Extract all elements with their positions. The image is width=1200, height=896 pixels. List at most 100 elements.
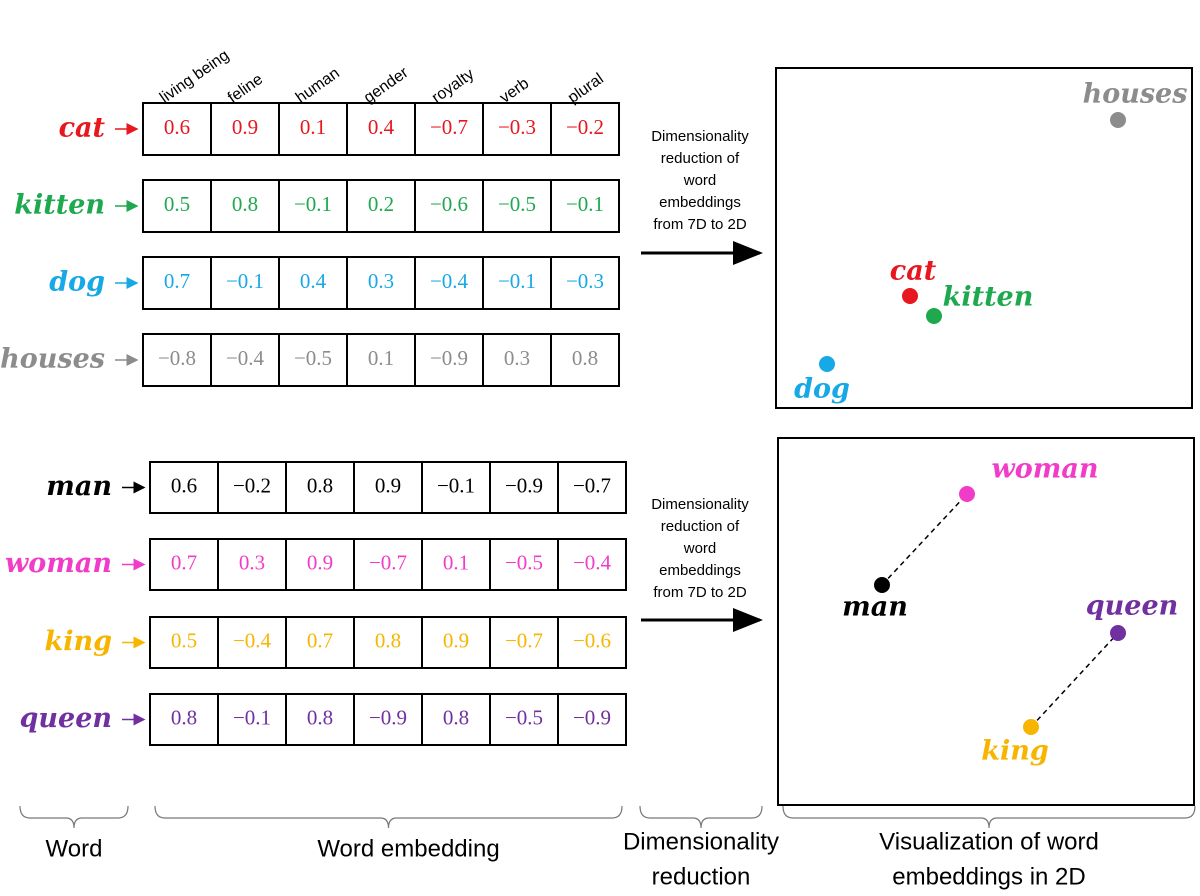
point-label: cat [890, 256, 937, 287]
embedding-value: 0.9 [232, 115, 258, 139]
word-point [1110, 625, 1126, 641]
embedding-value: −0.3 [566, 269, 604, 293]
relation-line [1030, 632, 1119, 728]
embedding-value: −0.9 [573, 705, 611, 729]
embedding-value: −0.4 [573, 550, 612, 574]
brace [19, 805, 129, 829]
dimension-header: plural [565, 70, 607, 106]
point-label: dog [794, 374, 850, 405]
word-point [874, 577, 890, 593]
point-label: king [981, 736, 1048, 767]
point-label: queen [1086, 591, 1179, 622]
embedding-value: 0.2 [368, 192, 394, 216]
embedding-value: 0.4 [368, 115, 395, 139]
dimension-header: gender [361, 64, 412, 107]
plot-box [777, 437, 1195, 806]
embedding-cell [557, 538, 627, 591]
word-point [959, 486, 975, 502]
embedding-value: 0.3 [368, 269, 394, 293]
embedding-value: 0.1 [300, 115, 326, 139]
word: king [45, 626, 112, 657]
embedding-value: 0.8 [572, 346, 598, 370]
footer-label: reduction [652, 863, 751, 890]
embedding-value: −0.3 [498, 115, 536, 139]
embedding-value: −0.5 [294, 346, 332, 370]
embedding-value: −0.1 [498, 269, 536, 293]
embedding-value: −0.7 [430, 115, 468, 139]
embedding-value: −0.9 [505, 473, 543, 497]
plot-box [775, 67, 1193, 409]
embedding-value: 0.4 [300, 269, 327, 293]
brace [782, 805, 1196, 829]
embedding-value: 0.8 [232, 192, 258, 216]
embedding-value: −0.2 [566, 115, 604, 139]
dimension-header: royalty [429, 66, 477, 107]
embedding-value: 0.9 [443, 628, 469, 652]
embedding-value: 0.7 [307, 628, 333, 652]
embedding-value: 0.1 [443, 550, 469, 574]
word-point [819, 356, 835, 372]
word: houses [0, 344, 105, 375]
footer-label: Word embedding [317, 835, 499, 862]
brace [154, 805, 623, 829]
embedding-cell [550, 102, 620, 156]
word-point [902, 288, 918, 304]
point-label: houses [1083, 79, 1188, 110]
embedding-value: 0.9 [307, 550, 333, 574]
embedding-value: 0.7 [171, 550, 197, 574]
embedding-cell [557, 461, 627, 514]
word-point [926, 308, 942, 324]
relation-line [881, 493, 968, 586]
word: dog [49, 267, 105, 298]
word: cat [59, 113, 106, 144]
embedding-value: 0.6 [164, 115, 190, 139]
word: kitten [14, 190, 105, 221]
word: man [46, 471, 112, 502]
word-point [1023, 719, 1039, 735]
embedding-value: 0.8 [307, 473, 333, 497]
embedding-value: 0.3 [239, 550, 265, 574]
word-point [1110, 112, 1126, 128]
reduction-label: from 7D to 2D [653, 584, 747, 601]
reduction-label: from 7D to 2D [653, 216, 747, 233]
reduction-label: Dimensionality [651, 128, 749, 145]
embedding-value: −0.1 [233, 705, 271, 729]
embedding-cell [557, 616, 627, 669]
footer-label: Word [46, 835, 103, 862]
reduction-label: Dimensionality [651, 496, 749, 513]
embedding-value: −0.1 [226, 269, 264, 293]
embedding-value: 0.8 [443, 705, 469, 729]
embedding-value: −0.2 [233, 473, 271, 497]
embedding-value: −0.7 [369, 550, 407, 574]
embedding-value: −0.5 [505, 550, 543, 574]
embedding-value: −0.4 [226, 346, 265, 370]
embedding-value: 0.8 [375, 628, 401, 652]
embedding-cell [557, 693, 627, 746]
footer-label: embeddings in 2D [892, 863, 1085, 890]
embedding-value: −0.4 [430, 269, 469, 293]
embedding-value: 0.5 [164, 192, 190, 216]
embedding-value: −0.1 [437, 473, 475, 497]
word: woman [5, 548, 112, 579]
word: queen [20, 703, 113, 734]
embedding-value: 0.3 [504, 346, 530, 370]
embedding-value: −0.4 [233, 628, 272, 652]
dimension-header: living being [157, 47, 232, 107]
embedding-cell [550, 333, 620, 387]
point-label: kitten [943, 282, 1034, 313]
reduction-label: reduction of [661, 150, 740, 167]
embedding-cell [550, 256, 620, 310]
embedding-value: −0.6 [573, 628, 611, 652]
embedding-value: −0.9 [369, 705, 407, 729]
embedding-value: −0.1 [566, 192, 604, 216]
dimension-header: verb [497, 75, 532, 107]
embedding-value: −0.5 [505, 705, 543, 729]
embedding-cell [550, 179, 620, 233]
brace [639, 805, 763, 829]
embedding-value: −0.8 [158, 346, 196, 370]
reduction-label: reduction of [661, 518, 740, 535]
embedding-value: 0.8 [171, 705, 197, 729]
footer-label: Visualization of word [879, 828, 1099, 855]
point-label: woman [992, 454, 1099, 485]
embedding-value: 0.1 [368, 346, 394, 370]
